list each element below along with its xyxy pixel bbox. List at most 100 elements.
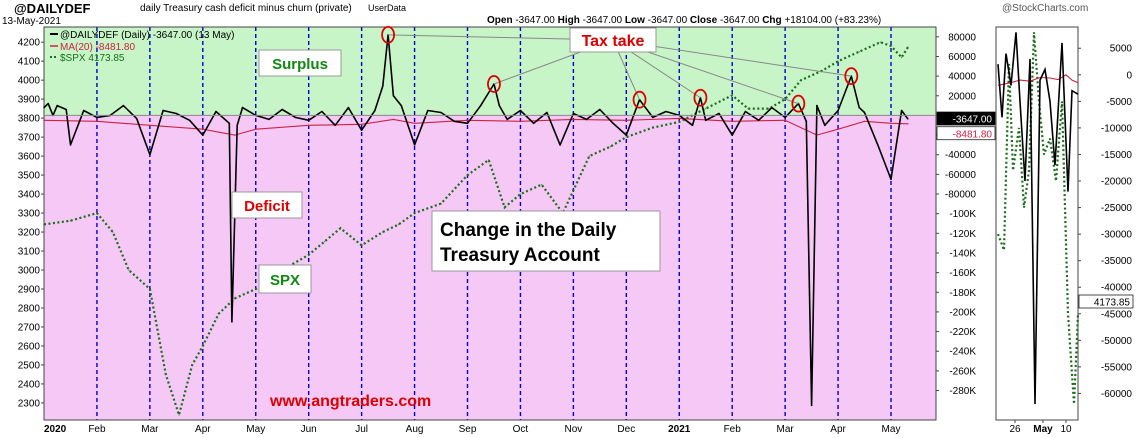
series-point-dailydef <box>175 112 178 115</box>
tax-take-circle <box>791 94 806 113</box>
surplus-label: Surplus <box>272 56 328 73</box>
inset-x-tick-label: May <box>1033 424 1053 435</box>
inset-tick-label: 0 <box>1126 70 1132 81</box>
series-point-dailydef <box>559 144 561 146</box>
deficit-label: Deficit <box>244 198 290 215</box>
inset-tick-label: -60000 <box>1101 389 1133 400</box>
series-point-dailydef <box>65 108 67 111</box>
series-point-dailydef <box>691 124 694 127</box>
series-point-spx <box>609 145 612 148</box>
series-point-dailydef <box>546 111 548 114</box>
left-tick-label: 4100 <box>18 57 41 68</box>
right-tick-label: -40000 <box>945 150 977 161</box>
userdata-label: UserData <box>368 3 407 13</box>
x-tick-label: Aug <box>406 424 424 435</box>
inset-tick-label: -30000 <box>1101 230 1133 241</box>
chart-symbol: @DAILYDEF <box>14 1 91 16</box>
low-value: -3647.00 <box>647 15 688 26</box>
inset-chart: 5000 0 -5000 -10000 -15000 -20000 -25000 -30000… <box>995 26 1134 435</box>
series-point-dailydef <box>307 119 310 122</box>
left-tick-label: 3000 <box>18 266 41 277</box>
last-value-badge <box>936 111 996 126</box>
spx-annotation: SPX <box>258 264 312 294</box>
last-value-text: -8481.80 <box>953 129 993 140</box>
right-tick-label: 20000 <box>948 91 976 102</box>
series-point-dailydef <box>43 106 45 109</box>
left-tick-label: 2400 <box>18 379 41 390</box>
tax-take-circle <box>632 90 647 109</box>
series-point-spx <box>178 414 180 416</box>
series-point-spx <box>191 364 193 366</box>
x-tick-label: Oct <box>513 424 529 435</box>
x-tick-label: Mar <box>141 424 159 435</box>
surplus-box <box>258 49 342 77</box>
series-point-spx <box>652 126 654 129</box>
left-tick-label: 3100 <box>18 247 41 258</box>
tax-take-circles <box>381 25 859 113</box>
series-point-dailydef <box>360 129 363 131</box>
series-point-dailydef <box>382 85 384 87</box>
series-point-spx <box>858 50 860 53</box>
series-point-spx <box>382 231 384 233</box>
left-tick-label: 4200 <box>18 38 41 49</box>
stockcharts-credit[interactable]: @StockCharts.com <box>1002 3 1089 14</box>
tax-take-circle <box>693 88 708 107</box>
series-point-dailydef <box>413 144 416 146</box>
series-point-ma20 <box>907 123 909 125</box>
series-point-ma20 <box>890 122 892 125</box>
last-value-badges: -3647.00 -8481.80 <box>936 111 996 140</box>
close-value: -3647.00 <box>719 15 760 26</box>
series-point-dailydef <box>519 109 522 112</box>
series-point-spx <box>112 231 114 233</box>
tax-take-circle <box>844 67 859 86</box>
series-point-dailydef <box>900 109 903 112</box>
series-point-spx <box>821 69 823 72</box>
series-point-dailydef <box>824 124 826 127</box>
deficit-box <box>231 191 303 219</box>
inset-badge-text: 4173.85 <box>1094 298 1131 309</box>
series-point-spx <box>519 193 522 195</box>
series-point-spx <box>588 155 591 157</box>
series-point-spx <box>397 223 400 226</box>
series-point-dailydef <box>816 104 818 107</box>
series-point-ma20 <box>625 119 628 122</box>
series-point-dailydef <box>294 116 297 119</box>
series-point-dailydef <box>498 104 501 107</box>
right-tick-label: 40000 <box>948 72 976 83</box>
high-label: High <box>557 15 580 26</box>
right-tick-label: -260K <box>949 366 976 377</box>
inset-tick-label: -55000 <box>1101 362 1133 373</box>
inset-tick-label: -25000 <box>1101 203 1133 214</box>
inset-x-axis: 26 May 10 <box>1009 420 1072 435</box>
series-point-spx <box>217 312 220 315</box>
chart-legend: @DAILYDEF (Daily) -3647.00 (13 May) MA(2… <box>50 30 234 64</box>
series-point-spx <box>233 297 236 300</box>
series-point-spx <box>339 227 342 229</box>
series-point-dailydef <box>877 144 879 146</box>
tax-take-box <box>569 27 657 53</box>
left-tick-label: 2700 <box>18 322 41 333</box>
left-tick-label: 2500 <box>18 360 41 371</box>
high-value: -3647.00 <box>582 15 623 26</box>
series-point-spx <box>678 121 681 123</box>
series-point-dailydef <box>122 104 125 107</box>
right-tick-label: -100K <box>949 209 976 220</box>
series-point-dailydef <box>231 321 233 323</box>
inset-line-dailydef <box>997 32 1079 405</box>
surplus-zone <box>44 27 936 116</box>
inset-tick-label: -40000 <box>1101 283 1133 294</box>
series-point-spx <box>487 159 490 161</box>
series-point-spx <box>800 79 802 81</box>
series-point-ma20 <box>255 128 257 130</box>
ohlc-readout: Open -3647.00 High -3647.00 Low -3647.00… <box>487 15 881 26</box>
right-axis: 800006000040000200000-20000-40000-60000-… <box>936 32 976 397</box>
series-point-dailydef <box>347 106 350 109</box>
legend-ma: MA(20) -8481.80 <box>60 42 135 53</box>
inset-line-ma <box>997 74 1079 86</box>
left-tick-label: 2800 <box>18 303 41 314</box>
series-point-dailydef <box>858 106 860 109</box>
series-point-ma20 <box>837 128 839 130</box>
series-point-dailydef <box>665 110 667 113</box>
series-point-dailydef <box>907 118 909 120</box>
open-label: Open <box>487 15 513 26</box>
